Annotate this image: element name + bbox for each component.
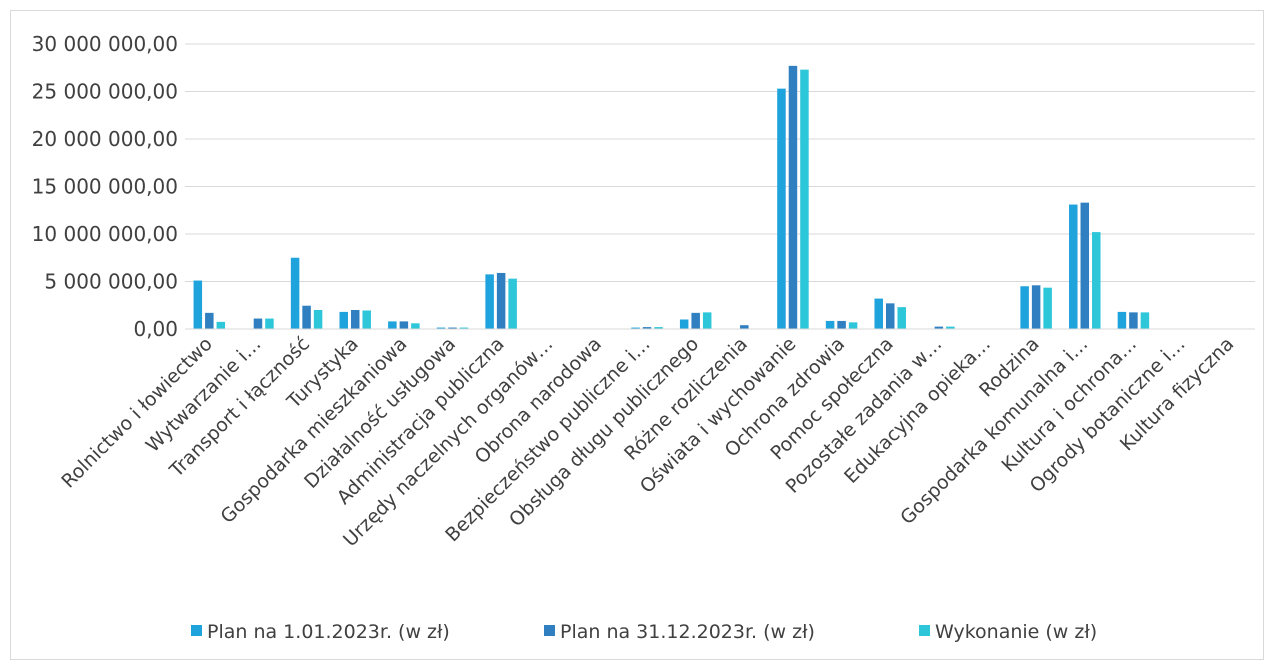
- chart-frame: [10, 10, 1264, 660]
- bar: [339, 311, 348, 329]
- bar: [411, 323, 420, 329]
- y-axis-tick-labels: 0,00 5 000 000,00 10 000 000,00 15 000 000,…: [32, 32, 178, 341]
- bar: [1020, 286, 1029, 329]
- bar: [1117, 311, 1127, 329]
- bar: [934, 326, 944, 329]
- bar: [193, 280, 203, 329]
- bar: [1092, 232, 1101, 329]
- bar: [1140, 312, 1150, 329]
- bar: [205, 312, 214, 329]
- bar: [265, 318, 274, 329]
- bar: [485, 274, 494, 329]
- bar: [837, 320, 846, 329]
- bar: [740, 325, 749, 329]
- legend-label: Plan na 1.01.2023r. (w zł): [207, 621, 450, 643]
- legend-swatch: [919, 625, 930, 636]
- bar: [702, 312, 712, 329]
- bar: [313, 310, 323, 329]
- legend: Plan na 1.01.2023r. (w zł) Plan na 31.12.…: [191, 621, 1097, 643]
- bar: [496, 272, 506, 329]
- bar: [399, 321, 409, 329]
- bar: [350, 310, 360, 329]
- legend-swatch: [544, 625, 555, 636]
- bar: [362, 310, 371, 329]
- bar: [302, 305, 311, 329]
- bar: [448, 327, 457, 329]
- bar: [777, 88, 786, 330]
- y-tick-label: 25 000 000,00: [32, 80, 178, 104]
- bar: [436, 327, 446, 329]
- bar: [508, 278, 517, 329]
- y-tick-label: 10 000 000,00: [32, 222, 178, 246]
- bar: [216, 321, 226, 329]
- bar: [691, 312, 700, 329]
- bar: [897, 307, 906, 329]
- bar: [874, 298, 883, 329]
- bar: [679, 319, 689, 329]
- bar: [1031, 285, 1041, 329]
- y-tick-label: 30 000 000,00: [32, 32, 178, 56]
- bar: [800, 69, 809, 330]
- bar: [290, 257, 300, 329]
- bars: [193, 65, 1247, 330]
- bar: [253, 318, 263, 329]
- bar: [1129, 312, 1138, 329]
- legend-label: Wykonanie (w zł): [935, 621, 1097, 643]
- y-tick-label: 15 000 000,00: [32, 175, 178, 199]
- bar: [1069, 204, 1078, 329]
- legend-swatch: [191, 625, 202, 636]
- y-tick-label: 20 000 000,00: [32, 127, 178, 151]
- bar: [946, 326, 955, 329]
- bar: [388, 321, 397, 329]
- y-tick-label: 0,00: [133, 317, 178, 341]
- legend-label: Plan na 31.12.2023r. (w zł): [560, 621, 815, 643]
- bar: [1043, 287, 1052, 329]
- bar: [1080, 202, 1090, 329]
- bar: [654, 327, 663, 329]
- bar: [885, 303, 895, 329]
- bar: [848, 322, 858, 329]
- bar: [631, 327, 640, 329]
- bar: [825, 320, 835, 329]
- y-tick-label: 5 000 000,00: [44, 270, 178, 294]
- bar: [642, 327, 652, 329]
- bar: [788, 65, 798, 329]
- bar: [459, 327, 469, 329]
